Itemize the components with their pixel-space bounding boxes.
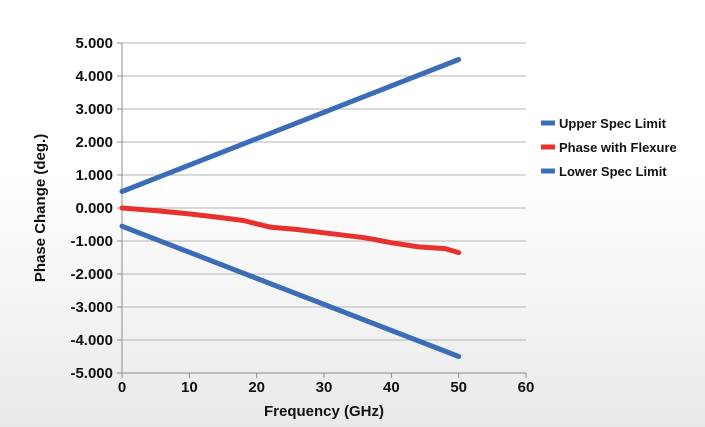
y-tick-label: -1.000 bbox=[70, 233, 113, 250]
y-tick-label: -2.000 bbox=[70, 266, 113, 283]
y-tick-labels: 5.000 4.000 3.000 2.000 1.000 0.000 -1.000 -2.0… bbox=[70, 35, 113, 382]
gridlines bbox=[122, 42, 526, 374]
y-tick-label: -4.000 bbox=[70, 332, 113, 349]
y-tick-label: 4.000 bbox=[75, 68, 113, 85]
y-tick-label: -3.000 bbox=[70, 299, 113, 316]
series-line-phase-with-flexure bbox=[119, 205, 462, 256]
y-tick-label: -5.000 bbox=[70, 365, 113, 382]
y-axis-title: Phase Change (deg.) bbox=[32, 134, 49, 282]
y-tick-label: 3.000 bbox=[75, 101, 113, 118]
x-tick-label: 40 bbox=[383, 379, 400, 396]
y-tick-label: 1.000 bbox=[75, 167, 113, 184]
x-tick-label: 30 bbox=[316, 379, 333, 396]
legend: Upper Spec Limit Phase with Flexure Lower … bbox=[541, 116, 677, 179]
x-tick-label: 60 bbox=[518, 379, 535, 396]
y-tick-label: 2.000 bbox=[75, 134, 113, 151]
x-tick-label: 50 bbox=[450, 379, 467, 396]
series-lines bbox=[119, 57, 462, 359]
legend-label: Upper Spec Limit bbox=[559, 116, 667, 131]
x-axis-title: Frequency (GHz) bbox=[264, 403, 384, 420]
x-tick-label: 20 bbox=[248, 379, 265, 396]
y-tick-label: 0.000 bbox=[75, 200, 113, 217]
x-tick-labels: 0 10 20 30 40 50 60 bbox=[118, 379, 535, 396]
series-line-lower-spec-limit bbox=[119, 223, 462, 359]
axes bbox=[117, 42, 527, 378]
legend-label: Lower Spec Limit bbox=[559, 164, 667, 179]
x-tick-label: 0 bbox=[118, 379, 126, 396]
legend-label: Phase with Flexure bbox=[559, 140, 677, 155]
series-line-upper-spec-limit bbox=[119, 57, 462, 194]
y-tick-label: 5.000 bbox=[75, 35, 113, 52]
x-tick-label: 10 bbox=[181, 379, 198, 396]
